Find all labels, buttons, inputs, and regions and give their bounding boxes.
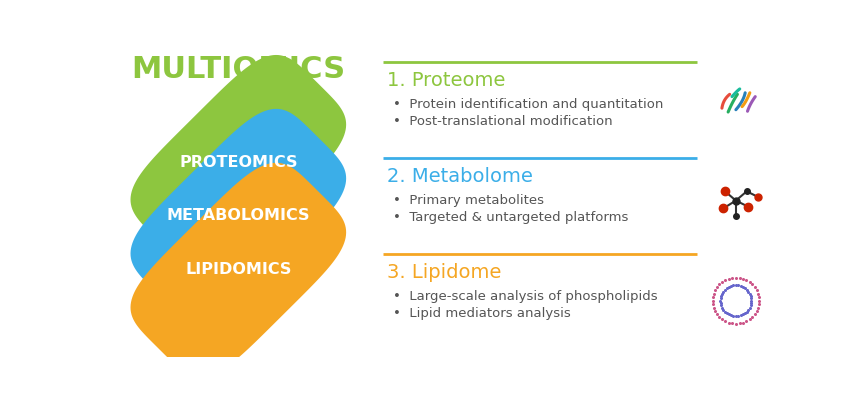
Text: METABOLOMICS: METABOLOMICS [167,209,310,223]
Polygon shape [131,55,346,269]
Text: •  Protein identification and quantitation: • Protein identification and quantitatio… [393,98,663,111]
Polygon shape [131,109,346,323]
Text: 3. Lipidome: 3. Lipidome [388,263,502,282]
Text: PROTEOMICS: PROTEOMICS [179,154,298,170]
Text: •  Targeted & untargeted platforms: • Targeted & untargeted platforms [393,211,628,224]
Text: MULTIOMICS: MULTIOMICS [131,55,345,84]
Text: 1. Proteome: 1. Proteome [388,71,505,90]
Text: •  Primary metabolites: • Primary metabolites [393,194,543,207]
Text: •  Post-translational modification: • Post-translational modification [393,115,612,128]
Text: LIPIDOMICS: LIPIDOMICS [185,262,292,277]
Polygon shape [131,163,346,377]
Text: •  Lipid mediators analysis: • Lipid mediators analysis [393,307,570,320]
Text: 2. Metabolome: 2. Metabolome [388,167,533,186]
Text: •  Large-scale analysis of phospholipids: • Large-scale analysis of phospholipids [393,290,657,303]
